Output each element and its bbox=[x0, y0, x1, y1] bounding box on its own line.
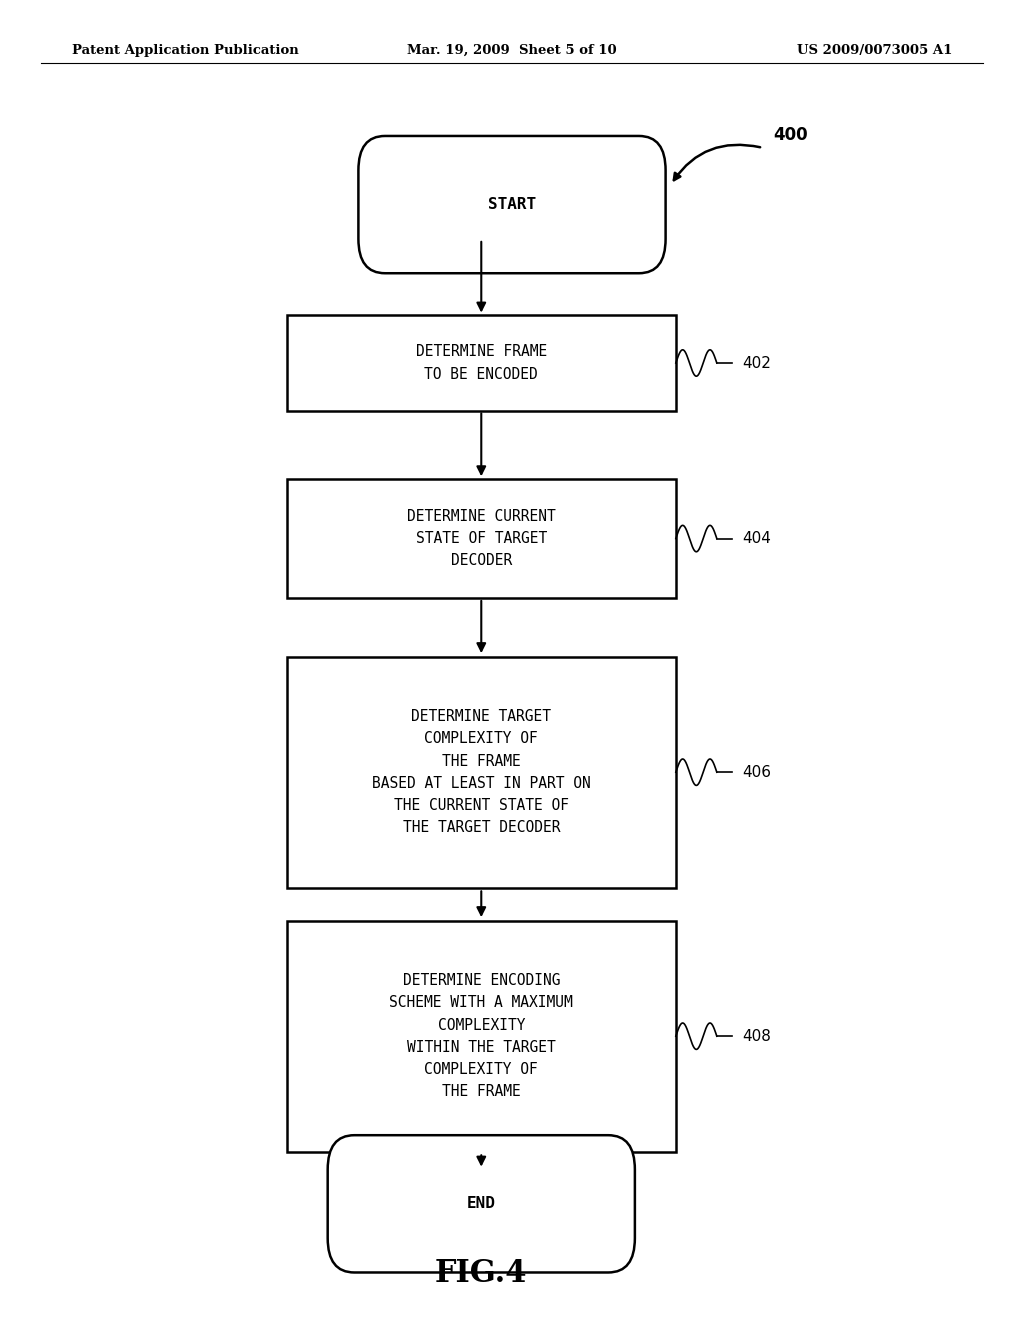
Text: DETERMINE FRAME
TO BE ENCODED: DETERMINE FRAME TO BE ENCODED bbox=[416, 345, 547, 381]
Text: Mar. 19, 2009  Sheet 5 of 10: Mar. 19, 2009 Sheet 5 of 10 bbox=[408, 44, 616, 57]
FancyBboxPatch shape bbox=[328, 1135, 635, 1272]
FancyBboxPatch shape bbox=[358, 136, 666, 273]
Text: 404: 404 bbox=[742, 531, 771, 546]
Text: 408: 408 bbox=[742, 1028, 771, 1044]
FancyArrowPatch shape bbox=[674, 145, 760, 181]
Text: DETERMINE ENCODING
SCHEME WITH A MAXIMUM
COMPLEXITY
WITHIN THE TARGET
COMPLEXITY: DETERMINE ENCODING SCHEME WITH A MAXIMUM… bbox=[389, 973, 573, 1100]
Text: Patent Application Publication: Patent Application Publication bbox=[72, 44, 298, 57]
Bar bbox=[287, 657, 676, 887]
Text: DETERMINE CURRENT
STATE OF TARGET
DECODER: DETERMINE CURRENT STATE OF TARGET DECODE… bbox=[407, 510, 556, 569]
Bar bbox=[287, 921, 676, 1151]
Text: 400: 400 bbox=[773, 125, 808, 144]
Bar bbox=[287, 315, 676, 411]
Text: END: END bbox=[467, 1196, 496, 1212]
Text: FIG.4: FIG.4 bbox=[435, 1258, 527, 1290]
Text: START: START bbox=[488, 197, 536, 213]
Text: US 2009/0073005 A1: US 2009/0073005 A1 bbox=[797, 44, 952, 57]
Text: 402: 402 bbox=[742, 355, 771, 371]
Bar bbox=[287, 479, 676, 598]
Text: 406: 406 bbox=[742, 764, 771, 780]
Text: DETERMINE TARGET
COMPLEXITY OF
THE FRAME
BASED AT LEAST IN PART ON
THE CURRENT S: DETERMINE TARGET COMPLEXITY OF THE FRAME… bbox=[372, 709, 591, 836]
